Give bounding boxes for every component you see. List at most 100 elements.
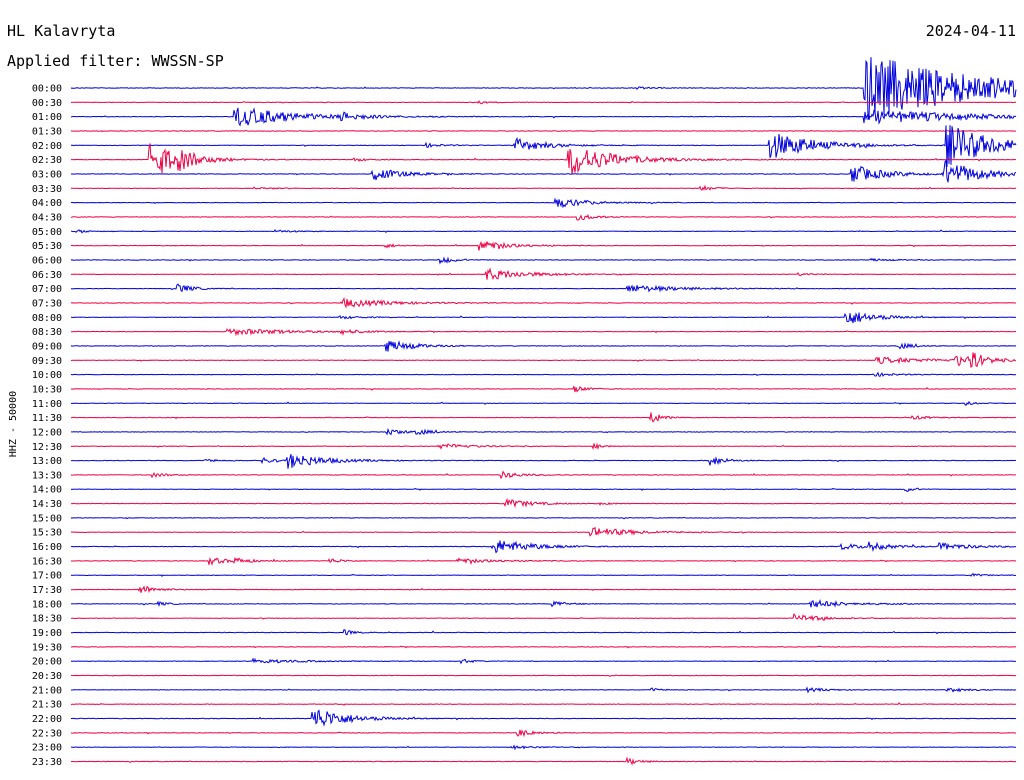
time-tick-label: 21:00 bbox=[32, 685, 62, 696]
trace-line-1100 bbox=[70, 400, 1017, 407]
trace-line-1200 bbox=[71, 427, 1017, 436]
trace-line-0500 bbox=[70, 228, 1017, 234]
time-tick-label: 18:00 bbox=[32, 599, 62, 610]
time-tick-label: 03:30 bbox=[32, 184, 62, 195]
time-tick-label: 11:00 bbox=[32, 399, 62, 410]
time-tick-label: 20:30 bbox=[32, 671, 62, 682]
time-tick-label: 14:00 bbox=[32, 485, 62, 496]
trace-line-0700 bbox=[70, 283, 1017, 293]
time-tick-label: 07:30 bbox=[32, 298, 62, 309]
time-tick-label: 09:00 bbox=[32, 341, 62, 352]
trace-line-1030 bbox=[71, 386, 1017, 393]
trace-line-0430 bbox=[71, 213, 1017, 221]
trace-line-1130 bbox=[71, 412, 1017, 423]
time-tick-label: 05:00 bbox=[32, 227, 62, 238]
trace-line-1000 bbox=[70, 371, 1017, 377]
time-tick-label: 23:30 bbox=[32, 757, 62, 768]
time-tick-label: 01:00 bbox=[32, 112, 62, 123]
time-tick-label: 00:30 bbox=[32, 98, 62, 109]
trace-line-0600 bbox=[70, 256, 1017, 265]
trace-line-0630 bbox=[70, 267, 1016, 281]
trace-line-1900 bbox=[71, 629, 1017, 636]
time-tick-label: 04:00 bbox=[32, 198, 62, 209]
time-tick-label: 09:30 bbox=[32, 356, 62, 367]
time-tick-label: 04:30 bbox=[32, 212, 62, 223]
trace-line-1800 bbox=[70, 598, 1016, 608]
seismic-traces bbox=[70, 57, 1017, 766]
trace-line-2030 bbox=[71, 674, 1017, 678]
filter-label: Applied filter: WWSSN-SP bbox=[7, 52, 224, 70]
trace-line-1700 bbox=[70, 572, 1017, 577]
time-tick-label: 16:00 bbox=[32, 542, 62, 553]
time-tick-label: 13:00 bbox=[32, 456, 62, 467]
time-tick-label: 19:30 bbox=[32, 642, 62, 653]
trace-line-0330 bbox=[70, 184, 1017, 191]
trace-line-1230 bbox=[70, 442, 1017, 451]
time-tick-label: 01:30 bbox=[32, 126, 62, 137]
trace-line-2100 bbox=[70, 686, 1017, 694]
trace-line-2330 bbox=[70, 756, 1017, 766]
trace-line-0900 bbox=[70, 340, 1017, 352]
trace-line-0200 bbox=[70, 125, 1017, 168]
time-tick-label: 10:00 bbox=[32, 370, 62, 381]
trace-line-0000 bbox=[70, 57, 1017, 121]
time-tick-label: 12:00 bbox=[32, 427, 62, 438]
time-tick-label: 08:30 bbox=[32, 327, 62, 338]
time-tick-label: 13:30 bbox=[32, 470, 62, 481]
trace-line-0100 bbox=[70, 107, 1017, 127]
trace-line-2300 bbox=[70, 744, 1017, 751]
time-tick-label: 22:00 bbox=[32, 714, 62, 725]
time-tick-label: 10:30 bbox=[32, 384, 62, 395]
trace-line-0400 bbox=[70, 197, 1017, 209]
trace-line-1330 bbox=[70, 470, 1017, 480]
trace-line-1830 bbox=[70, 613, 1017, 622]
time-tick-label: 11:30 bbox=[32, 413, 62, 424]
trace-line-0530 bbox=[70, 240, 1017, 251]
time-tick-label: 02:00 bbox=[32, 141, 62, 152]
time-tick-label: 15:00 bbox=[32, 513, 62, 524]
time-tick-label: 22:30 bbox=[32, 728, 62, 739]
trace-line-0730 bbox=[70, 297, 1017, 309]
trace-line-1630 bbox=[70, 556, 1017, 566]
date-label: 2024-04-11 bbox=[926, 22, 1016, 40]
time-tick-label: 19:00 bbox=[32, 628, 62, 639]
time-tick-label: 15:30 bbox=[32, 528, 62, 539]
time-tick-label: 16:30 bbox=[32, 556, 62, 567]
trace-line-0930 bbox=[70, 352, 1017, 368]
time-tick-label: 05:30 bbox=[32, 241, 62, 252]
time-tick-label: 12:30 bbox=[32, 442, 62, 453]
time-tick-label: 17:30 bbox=[32, 585, 62, 596]
trace-line-0830 bbox=[70, 328, 1017, 337]
time-tick-label: 14:30 bbox=[32, 499, 62, 510]
time-tick-label: 07:00 bbox=[32, 284, 62, 295]
trace-line-1730 bbox=[70, 585, 1017, 594]
trace-line-1930 bbox=[70, 645, 1017, 649]
time-tick-labels: 00:00 00:30 01:00 01:30 02:00 02:30 03:00 03:30… bbox=[32, 84, 62, 769]
trace-line-2000 bbox=[70, 657, 1017, 665]
trace-line-0130 bbox=[70, 129, 1017, 132]
time-tick-label: 06:00 bbox=[32, 255, 62, 266]
time-tick-label: 08:00 bbox=[32, 313, 62, 324]
time-tick-label: 23:00 bbox=[32, 743, 62, 754]
trace-line-1300 bbox=[70, 453, 1016, 469]
station-title: HL Kalavryta bbox=[7, 22, 115, 40]
trace-line-0230 bbox=[70, 143, 1017, 175]
time-tick-label: 06:30 bbox=[32, 270, 62, 281]
time-tick-label: 02:30 bbox=[32, 155, 62, 166]
time-tick-label: 21:30 bbox=[32, 700, 62, 711]
time-tick-label: 20:00 bbox=[32, 657, 62, 668]
trace-line-0800 bbox=[70, 312, 1017, 324]
trace-line-1400 bbox=[70, 487, 1017, 492]
trace-line-2230 bbox=[70, 729, 1017, 738]
trace-line-0300 bbox=[71, 159, 1017, 183]
y-axis-label: HHZ - 50000 bbox=[8, 391, 19, 457]
trace-line-1500 bbox=[70, 516, 1017, 520]
trace-line-2130 bbox=[70, 702, 1016, 706]
trace-line-1600 bbox=[71, 540, 1017, 554]
trace-line-1430 bbox=[70, 497, 1017, 509]
trace-line-2200 bbox=[71, 709, 1017, 727]
time-tick-label: 18:30 bbox=[32, 614, 62, 625]
time-tick-label: 17:00 bbox=[32, 571, 62, 582]
